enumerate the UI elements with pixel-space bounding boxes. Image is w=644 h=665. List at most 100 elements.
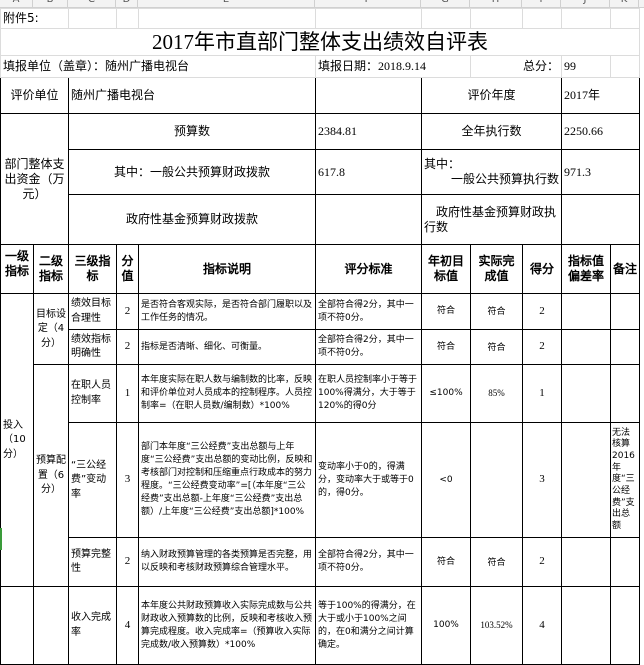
target-cell[interactable]: ≤100% — [421, 364, 471, 424]
score-cell[interactable]: 2 — [522, 293, 562, 331]
target-cell[interactable]: <0 — [421, 422, 471, 539]
description-cell[interactable]: 本年度实际在职人数与编制数的比率，反映和评价单位对人员成本的控制程序。人员控制率… — [138, 364, 316, 424]
header-target[interactable]: 年初目标值 — [421, 244, 471, 295]
level2-cell[interactable]: 预算配置（6分） — [33, 364, 69, 588]
score-cell[interactable]: 2 — [522, 329, 562, 366]
deviation-cell[interactable] — [561, 586, 611, 665]
attachment-label[interactable]: 附件5: — [0, 8, 69, 29]
eval-year[interactable]: 2017年 — [561, 77, 640, 115]
header-desc[interactable]: 指标说明 — [138, 244, 316, 295]
note-cell[interactable] — [610, 293, 640, 331]
description-cell[interactable]: 本年度公共财政预算收入实际完成数与公共财政收入预算数的比例，反映和考核收入预算完… — [138, 586, 316, 665]
level2-cell[interactable]: 目标设定（4分） — [33, 293, 69, 366]
deviation-cell[interactable] — [561, 422, 611, 539]
column-letter[interactable]: F — [315, 0, 421, 7]
actual-cell[interactable]: 符合 — [470, 329, 523, 366]
eval-unit[interactable]: 随州广播电视台 — [68, 77, 316, 115]
column-letter[interactable]: K — [610, 0, 639, 7]
general-budget-value[interactable]: 617.8 — [315, 149, 422, 196]
description-cell[interactable]: 纳入财政预算管理的各类预算是否完整，用以反映和考核财政预算综合管理水平。 — [138, 537, 316, 588]
deviation-cell[interactable] — [561, 364, 611, 424]
level3-cell[interactable]: 绩效目标合理性 — [68, 293, 117, 331]
description-cell[interactable]: 部门本年度“三公经费”支出总额与上年度“三公经费”支出总额的变动比例，反映和考核… — [138, 422, 316, 539]
score-value-cell[interactable]: 2 — [116, 293, 139, 331]
criteria-cell[interactable]: 全部符合得2分，其中一项不符0分。 — [315, 293, 422, 331]
deviation-cell[interactable] — [561, 293, 611, 331]
actual-cell[interactable]: 103.52% — [470, 586, 523, 665]
header-actual[interactable]: 实际完成值 — [470, 244, 523, 295]
note-cell[interactable] — [610, 364, 640, 424]
score-value-cell[interactable]: 4 — [116, 586, 139, 665]
score-cell[interactable]: 1 — [522, 364, 562, 424]
gov-fund-exec-label[interactable]: 政府性基金预算财政执行数 — [421, 194, 562, 246]
header-score-value[interactable]: 分值 — [116, 244, 139, 295]
score-cell[interactable]: 4 — [522, 586, 562, 665]
criteria-cell[interactable]: 在职人员控制率小于等于100%得满分，大于等于120%的得0分 — [315, 364, 422, 424]
column-letter[interactable]: A — [0, 0, 33, 7]
level3-cell[interactable]: 预算完整性 — [68, 537, 117, 588]
score-cell[interactable]: 2 — [522, 537, 562, 588]
actual-cell[interactable]: 符合 — [470, 293, 523, 331]
note-cell[interactable]: 无法核算2016年度“三公经费”支出总额 — [610, 422, 640, 539]
total-score[interactable]: 99 — [561, 55, 611, 79]
level3-cell[interactable]: 收入完成率 — [68, 586, 117, 665]
target-cell[interactable]: 符合 — [421, 293, 471, 331]
deviation-cell[interactable] — [561, 537, 611, 588]
column-letter[interactable]: J — [561, 0, 610, 7]
general-budget-label[interactable]: 其中：一般公共预算财政拨款 — [68, 149, 316, 196]
fill-unit[interactable]: 填报单位（盖章）：随州广播电视台 — [0, 55, 316, 79]
note-cell[interactable] — [610, 586, 640, 665]
target-cell[interactable]: 符合 — [421, 537, 471, 588]
level2-cell[interactable] — [33, 586, 69, 665]
column-letter[interactable]: G — [421, 0, 470, 7]
target-cell[interactable]: 符合 — [421, 329, 471, 366]
score-value-cell[interactable]: 2 — [116, 537, 139, 588]
level3-cell[interactable]: 在职人员控制率 — [68, 364, 117, 424]
column-letter[interactable]: C — [68, 0, 116, 7]
note-cell[interactable] — [610, 329, 640, 366]
column-letter[interactable]: D — [116, 0, 138, 7]
header-note[interactable]: 备注 — [610, 244, 640, 295]
criteria-cell[interactable]: 全部符合得2分，其中一项不符0分。 — [315, 329, 422, 366]
eval-year-label[interactable]: 评价年度 — [421, 77, 562, 115]
column-letter[interactable]: H — [470, 0, 522, 7]
actual-cell[interactable]: 符合 — [470, 537, 523, 588]
gov-fund-exec-value[interactable] — [561, 194, 640, 246]
column-letter[interactable]: E — [138, 0, 315, 7]
level3-cell[interactable]: “三公经费”变动率 — [68, 422, 117, 539]
level3-cell[interactable]: 绩效指标明确性 — [68, 329, 117, 366]
score-value-cell[interactable]: 3 — [116, 422, 139, 539]
gov-fund-value[interactable] — [315, 194, 422, 246]
level1-cell[interactable] — [0, 586, 34, 665]
header-score[interactable]: 得分 — [522, 244, 562, 295]
general-exec-value[interactable]: 971.3 — [561, 149, 640, 196]
total-score-label[interactable]: 总分： — [470, 55, 562, 79]
score-cell[interactable]: 3 — [522, 422, 562, 539]
header-level1[interactable]: 一级指标 — [0, 244, 34, 295]
criteria-cell[interactable]: 全部符合得2分，其中一项不符0分。 — [315, 537, 422, 588]
header-deviation[interactable]: 指标值偏差率 — [561, 244, 611, 295]
exec-value[interactable]: 2250.66 — [561, 113, 640, 151]
criteria-cell[interactable]: 等于100%的得满分，在大于或小于100%之间的，在0和满分之间计算确定。 — [315, 586, 422, 665]
level1-cell[interactable]: 投入（10分） — [0, 293, 34, 588]
actual-cell[interactable]: 85% — [470, 364, 523, 424]
eval-unit-label[interactable]: 评价单位 — [0, 77, 69, 115]
column-letter[interactable]: B — [33, 0, 68, 7]
gov-fund-label[interactable]: 政府性基金预算财政拨款 — [68, 194, 316, 246]
note-cell[interactable] — [610, 537, 640, 588]
description-cell[interactable]: 指标是否清晰、细化、可衡量。 — [138, 329, 316, 366]
target-cell[interactable]: 100% — [421, 586, 471, 665]
fill-date-cell[interactable]: 填报日期：2018.9.14 — [315, 55, 471, 79]
deviation-cell[interactable] — [561, 329, 611, 366]
exec-label[interactable]: 全年执行数 — [421, 113, 562, 151]
description-cell[interactable]: 是否符合客观实际，是否符合部门履职以及工作任务的情况。 — [138, 293, 316, 331]
header-level2[interactable]: 二级指标 — [33, 244, 69, 295]
empty-cell[interactable] — [315, 77, 422, 115]
actual-cell[interactable] — [470, 422, 523, 539]
budget-value[interactable]: 2384.81 — [315, 113, 422, 151]
criteria-cell[interactable]: 变动率小于0的，得满分，变动率大于或等于0的，得0分。 — [315, 422, 422, 539]
header-level3[interactable]: 三级指标 — [68, 244, 117, 295]
score-value-cell[interactable]: 2 — [116, 329, 139, 366]
budget-label[interactable]: 预算数 — [68, 113, 316, 151]
column-letter[interactable]: I — [522, 0, 561, 7]
